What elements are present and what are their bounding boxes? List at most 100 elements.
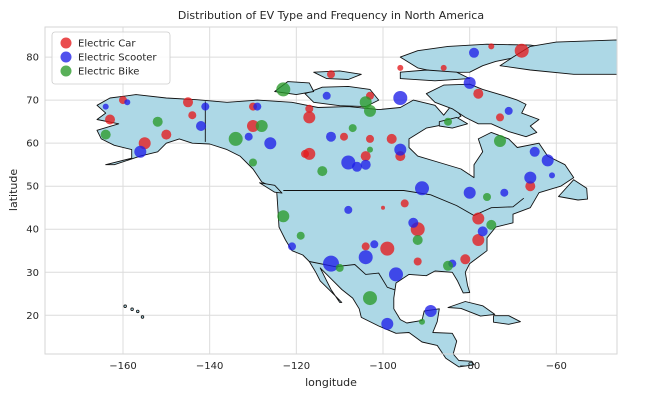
point-electric-car <box>440 64 447 71</box>
point-electric-car <box>488 43 495 50</box>
legend-label: Electric Car <box>78 39 136 50</box>
land-hawaii-island <box>130 307 134 311</box>
point-electric-bike <box>494 135 506 147</box>
y-tick-label: 60 <box>26 139 39 150</box>
y-tick-label: 20 <box>26 311 39 322</box>
point-electric-car <box>161 129 172 140</box>
point-electric-scooter <box>124 99 131 106</box>
land-baffin-island <box>425 83 540 138</box>
point-electric-scooter <box>469 47 479 58</box>
point-electric-bike <box>276 82 291 97</box>
point-electric-scooter <box>341 155 356 170</box>
point-electric-car <box>472 234 485 246</box>
north-america-land <box>96 39 618 368</box>
x-axis-label: longitude <box>305 376 357 389</box>
x-tick-labels: −160 −140 −120 −100 −80 −60 <box>109 361 567 372</box>
x-tick-label: −120 <box>283 361 310 372</box>
point-electric-scooter <box>394 143 407 156</box>
point-electric-scooter <box>370 240 379 249</box>
legend: Electric Car Electric Scooter Electric Bik… <box>51 31 171 85</box>
y-tick-labels: 20 30 40 50 60 70 80 <box>26 53 39 322</box>
point-electric-bike <box>419 318 425 325</box>
point-electric-car <box>514 43 529 58</box>
point-electric-car <box>397 64 404 71</box>
point-electric-car <box>247 120 259 132</box>
y-tick-label: 80 <box>26 53 39 64</box>
point-electric-bike <box>443 260 453 271</box>
point-electric-scooter <box>504 106 513 115</box>
point-electric-bike <box>100 129 111 140</box>
point-electric-car <box>472 212 485 225</box>
point-electric-bike <box>348 124 357 133</box>
point-electric-bike <box>364 104 376 117</box>
point-electric-scooter <box>389 267 403 282</box>
point-electric-bike <box>367 146 373 153</box>
point-electric-car <box>327 70 335 79</box>
point-electric-scooter <box>201 102 210 111</box>
point-electric-car <box>183 97 193 108</box>
point-electric-car <box>381 205 385 210</box>
point-electric-car <box>473 88 484 99</box>
point-electric-scooter <box>549 172 555 179</box>
legend-marker <box>60 65 72 77</box>
land-hawaii-island <box>140 315 145 319</box>
point-electric-scooter <box>424 305 437 317</box>
point-electric-scooter <box>360 159 371 170</box>
point-electric-scooter <box>322 91 331 100</box>
x-tick-label: −60 <box>546 361 567 372</box>
point-electric-scooter <box>134 145 147 158</box>
y-tick-label: 40 <box>26 225 39 236</box>
legend-label: Electric Scooter <box>78 53 157 64</box>
y-tick-label: 70 <box>26 96 39 107</box>
point-electric-car <box>380 241 395 256</box>
point-electric-car <box>340 132 348 141</box>
land-melville-island <box>313 70 362 80</box>
point-electric-scooter <box>326 131 336 142</box>
point-electric-scooter <box>323 255 339 272</box>
point-electric-car <box>413 257 422 266</box>
point-electric-car <box>305 104 314 113</box>
point-electric-bike <box>228 131 243 146</box>
land-newfoundland <box>558 179 588 201</box>
point-electric-scooter <box>463 76 476 89</box>
point-electric-car <box>105 114 115 125</box>
point-electric-bike <box>483 193 491 201</box>
x-tick-label: −80 <box>459 361 480 372</box>
point-electric-scooter <box>541 154 554 167</box>
land-mainland <box>96 94 575 368</box>
point-electric-bike <box>412 235 423 245</box>
point-electric-bike <box>277 210 290 223</box>
point-electric-car <box>400 199 409 208</box>
point-electric-car <box>366 134 374 143</box>
point-electric-car <box>303 111 316 124</box>
point-electric-scooter <box>415 181 429 196</box>
point-electric-car <box>361 242 370 251</box>
x-tick-label: −100 <box>369 361 396 372</box>
point-electric-scooter <box>393 91 408 105</box>
point-electric-bike <box>255 120 268 132</box>
legend-marker <box>60 51 72 63</box>
point-electric-scooter <box>358 250 373 265</box>
x-tick-label: −160 <box>109 361 136 372</box>
chart-title: Distribution of EV Type and Frequency in… <box>178 9 484 22</box>
point-electric-scooter <box>529 146 540 157</box>
point-electric-scooter <box>477 226 488 237</box>
point-electric-scooter <box>381 317 394 330</box>
point-electric-car <box>188 111 197 120</box>
legend-frame <box>51 31 171 85</box>
legend-label: Electric Bike <box>78 67 139 78</box>
point-electric-bike <box>249 158 257 167</box>
y-axis-label: latitude <box>7 169 20 211</box>
point-electric-car <box>303 147 316 160</box>
series-electric-scooter <box>102 47 555 330</box>
point-electric-scooter <box>408 217 419 228</box>
point-electric-scooter <box>344 205 353 214</box>
plot-frame <box>44 26 618 355</box>
land-hispaniola <box>493 315 521 325</box>
point-electric-bike <box>444 117 452 126</box>
point-electric-scooter <box>253 102 262 111</box>
point-electric-scooter <box>196 121 206 131</box>
point-electric-car <box>360 151 371 162</box>
point-electric-scooter <box>524 171 537 184</box>
